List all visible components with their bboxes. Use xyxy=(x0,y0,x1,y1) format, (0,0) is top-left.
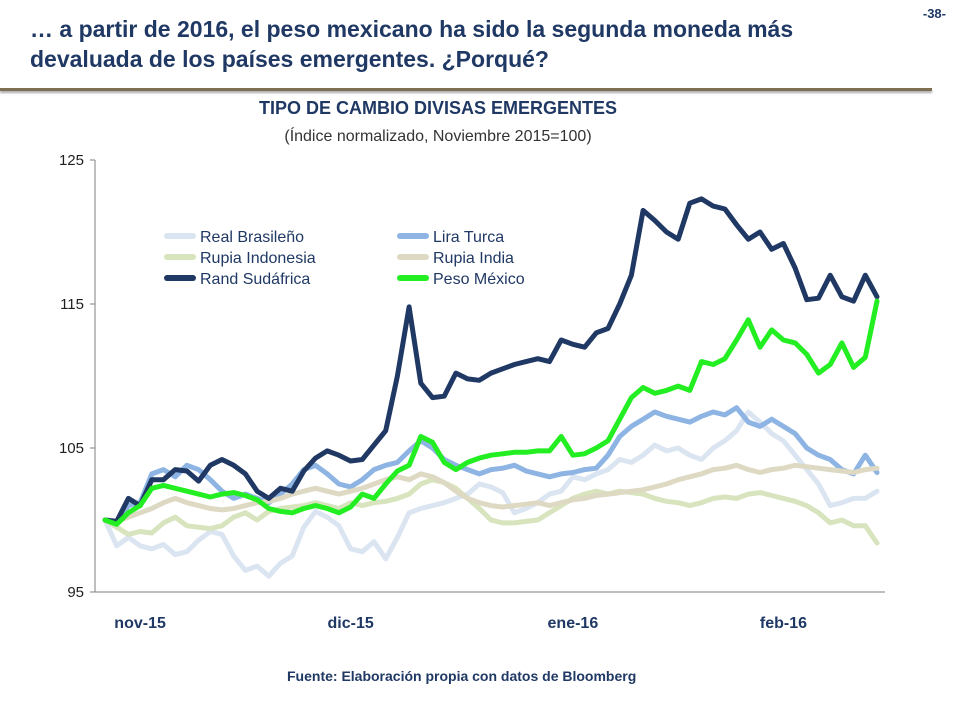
series-line-rand-sudafrica xyxy=(102,196,880,524)
series-line-rupia-indonesia xyxy=(102,477,880,546)
x-tick-label: ene-16 xyxy=(548,615,599,632)
series-line-peso-mexico xyxy=(102,298,880,527)
plot-area: 95 105 115 125 nov-15 dic-15 ene-16 feb-16 xyxy=(59,152,885,632)
y-tick-label: 105 xyxy=(59,440,84,457)
slide-title: … a partir de 2016, el peso mexicano ha … xyxy=(30,16,794,72)
x-tick-label: feb-16 xyxy=(760,615,807,632)
x-ticks: nov-15 dic-15 ene-16 feb-16 xyxy=(114,615,807,632)
legend: Real Brasileño Lira Turca Rupia Indonesia R… xyxy=(164,229,525,288)
y-tick-label: 115 xyxy=(60,296,84,313)
x-tick-label: dic-15 xyxy=(328,615,374,632)
legend-label-real-brasileno: Real Brasileño xyxy=(200,229,304,246)
series-line-lira-turca xyxy=(102,405,880,526)
x-tick-label: nov-15 xyxy=(114,615,166,632)
y-tick-label: 95 xyxy=(67,584,84,601)
series-lines xyxy=(102,196,880,579)
y-ticks: 95 105 115 125 xyxy=(59,152,95,601)
chart-subtitle: (Índice normalizado, Noviembre 2015=100) xyxy=(284,126,591,145)
legend-label-peso-mexico: Peso México xyxy=(433,271,525,288)
page-number: -38- xyxy=(922,6,946,21)
source-note: Fuente: Elaboración propia con datos de … xyxy=(287,668,637,684)
legend-label-rand-sudafrica: Rand Sudáfrica xyxy=(200,271,310,288)
series-line-real-brasileno xyxy=(102,409,880,579)
series-line-rupia-india xyxy=(102,462,880,524)
chart-title: TIPO DE CAMBIO DIVISAS EMERGENTES xyxy=(259,98,617,118)
title-divider xyxy=(0,88,932,91)
legend-label-lira-turca: Lira Turca xyxy=(433,229,504,246)
legend-label-rupia-indonesia: Rupia Indonesia xyxy=(200,250,316,267)
y-tick-label: 125 xyxy=(59,152,84,169)
legend-label-rupia-india: Rupia India xyxy=(433,250,514,267)
